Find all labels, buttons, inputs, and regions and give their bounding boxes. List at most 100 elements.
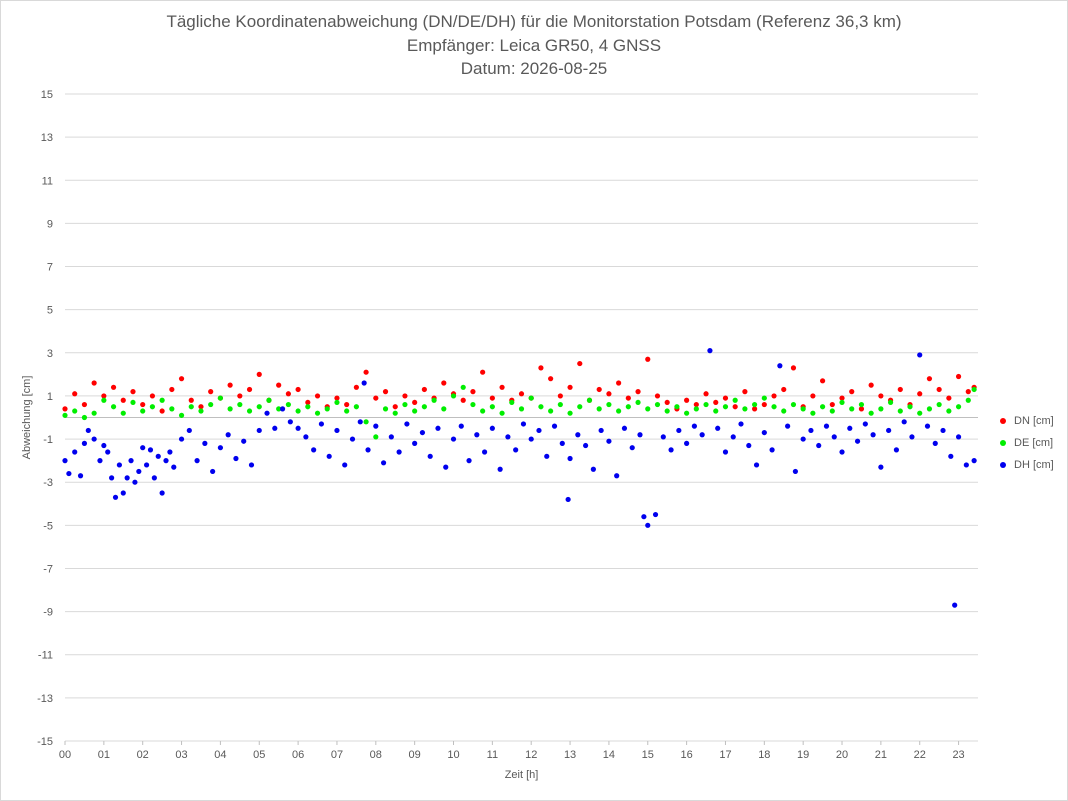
point-dn — [227, 382, 233, 388]
point-dh — [854, 438, 861, 444]
point-dh — [91, 436, 97, 442]
point-de — [81, 414, 88, 421]
y-tick-label: -11 — [38, 650, 53, 662]
x-tick-label: 13 — [564, 749, 576, 761]
point-de — [810, 410, 816, 416]
point-dh — [287, 419, 293, 425]
y-tick-label: 3 — [47, 348, 53, 360]
point-dh — [373, 423, 379, 429]
point-dh — [963, 462, 969, 468]
point-dn — [625, 395, 631, 401]
legend-item-dh: DH [cm] — [1000, 454, 1054, 476]
point-dn — [110, 384, 117, 390]
point-dh — [388, 434, 394, 440]
point-dh — [637, 432, 643, 438]
point-dh — [917, 352, 923, 358]
point-dh — [621, 425, 628, 431]
y-tick-label: 11 — [42, 175, 53, 187]
point-dn — [470, 389, 476, 395]
point-dn — [684, 397, 690, 403]
x-tick-label: 19 — [797, 749, 809, 761]
chart-title-line-3: Datum: 2026-08-25 — [460, 59, 608, 78]
y-tick-label: -7 — [43, 563, 53, 575]
point-dh — [295, 425, 301, 431]
x-tick-label: 15 — [642, 749, 654, 761]
point-de — [402, 401, 408, 408]
point-de — [713, 408, 719, 414]
x-tick-label: 11 — [487, 749, 498, 761]
point-dn — [140, 401, 146, 408]
point-dn — [285, 391, 291, 397]
point-de — [382, 406, 389, 412]
point-dh — [862, 421, 868, 427]
y-tick-label: 9 — [47, 218, 53, 230]
point-dh — [380, 460, 387, 466]
y-tick-label: 7 — [47, 262, 53, 274]
point-dh — [684, 440, 690, 446]
point-dn — [645, 356, 651, 362]
y-tick-label: -5 — [43, 520, 53, 532]
point-dh — [159, 490, 165, 496]
point-dn — [120, 397, 126, 403]
point-dn — [926, 376, 933, 382]
point-de — [324, 406, 330, 412]
point-dn — [188, 397, 194, 403]
x-tick-label: 10 — [447, 749, 459, 761]
point-dh — [489, 425, 495, 431]
point-de — [178, 412, 185, 418]
point-dn — [91, 380, 97, 386]
point-de — [625, 404, 631, 410]
point-de — [130, 399, 136, 406]
point-dh — [800, 436, 806, 442]
point-dh — [264, 410, 270, 416]
point-de — [684, 410, 690, 416]
point-dn — [703, 391, 709, 397]
point-dh — [466, 458, 472, 464]
point-dh — [194, 458, 200, 464]
point-dh — [878, 464, 884, 470]
x-tick-label: 02 — [137, 749, 149, 761]
point-de — [596, 406, 602, 412]
point-de — [421, 404, 427, 410]
point-de — [917, 410, 923, 416]
point-de — [752, 401, 758, 408]
point-dh — [361, 380, 367, 386]
point-de — [722, 404, 729, 410]
point-dh — [567, 455, 573, 462]
point-dn — [441, 380, 447, 386]
point-dh — [151, 475, 157, 481]
x-tick-label: 09 — [409, 749, 421, 761]
point-de — [771, 404, 777, 410]
point-de — [509, 399, 515, 406]
y-tick-label: -13 — [37, 693, 53, 705]
point-dh — [590, 466, 596, 472]
point-dn — [149, 393, 156, 399]
point-dh — [831, 434, 837, 440]
point-dn — [81, 401, 88, 408]
point-dh — [120, 490, 126, 496]
point-dh — [443, 464, 449, 470]
point-dh — [792, 468, 799, 475]
point-dh — [505, 434, 511, 440]
point-dh — [77, 473, 84, 479]
point-dn — [868, 382, 874, 388]
x-tick-label: 14 — [603, 749, 615, 761]
point-dh — [598, 427, 604, 434]
point-dn — [635, 389, 641, 395]
point-dh — [116, 462, 122, 468]
point-dh — [112, 494, 119, 500]
point-dh — [128, 458, 134, 464]
legend-label-dn: DN [cm] — [1014, 415, 1054, 427]
point-dh — [272, 425, 278, 431]
point-dh — [178, 436, 185, 442]
point-dn — [305, 399, 311, 406]
point-dn — [392, 404, 398, 410]
y-tick-label: 1 — [47, 391, 53, 403]
point-dh — [136, 468, 142, 475]
point-de — [616, 408, 622, 414]
point-dh — [909, 434, 915, 440]
point-dh — [565, 496, 571, 503]
point-de — [926, 406, 933, 412]
point-de — [703, 401, 709, 408]
point-dh — [450, 436, 457, 442]
